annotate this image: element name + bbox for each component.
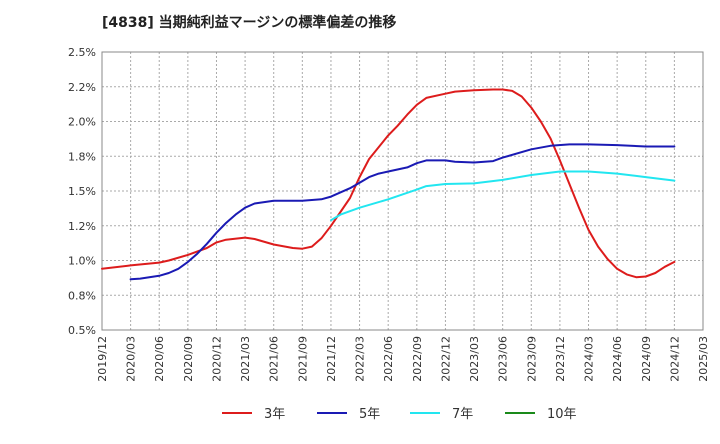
y-tick-label: 1.8%	[68, 150, 96, 163]
y-tick-label: 0.8%	[68, 289, 96, 302]
y-tick-label: 2.5%	[68, 46, 96, 59]
plot-frame	[101, 51, 704, 331]
y-tick-label: 2.0%	[68, 116, 96, 129]
x-tick-label: 2022/12	[439, 336, 452, 382]
x-tick-label: 2024/09	[640, 336, 653, 382]
legend-label: 7年	[452, 407, 473, 422]
y-tick-label: 1.0%	[68, 255, 96, 268]
series-line-7年	[330, 170, 676, 222]
chart-title: [4838] 当期純利益マージンの標準偏差の推移	[102, 15, 397, 31]
x-tick-label: 2024/06	[611, 336, 624, 382]
legend-label: 5年	[359, 407, 380, 422]
x-tick-label: 2023/03	[468, 336, 481, 382]
x-tick-label: 2020/12	[210, 336, 223, 382]
x-tick-label: 2022/06	[382, 336, 395, 382]
x-tick-label: 2021/03	[239, 336, 252, 382]
x-tick-label: 2021/09	[296, 336, 309, 382]
x-tick-label: 2025/03	[697, 336, 710, 382]
x-tick-label: 2020/03	[125, 336, 138, 382]
x-tick-label: 2022/09	[411, 336, 424, 382]
x-tick-label: 2023/06	[497, 336, 510, 382]
y-tick-label: 1.2%	[68, 220, 96, 233]
x-tick-label: 2021/06	[268, 336, 281, 382]
x-tick-label: 2022/03	[354, 336, 367, 382]
x-tick-label: 2021/12	[325, 336, 338, 382]
series-line-3年	[101, 88, 676, 279]
legend-label: 10年	[547, 407, 577, 422]
x-tick-label: 2023/09	[525, 336, 538, 382]
x-tick-label: 2024/12	[668, 336, 681, 382]
series-line-5年	[129, 143, 676, 281]
x-tick-label: 2020/06	[153, 336, 166, 382]
y-tick-label: 1.5%	[68, 185, 96, 198]
y-tick-label: 0.5%	[68, 324, 96, 337]
x-tick-label: 2024/03	[583, 336, 596, 382]
x-tick-label: 2020/09	[182, 336, 195, 382]
y-tick-label: 2.2%	[68, 81, 96, 94]
x-tick-label: 2023/12	[554, 336, 567, 382]
legend-label: 3年	[264, 407, 285, 422]
x-tick-label: 2019/12	[96, 336, 109, 382]
